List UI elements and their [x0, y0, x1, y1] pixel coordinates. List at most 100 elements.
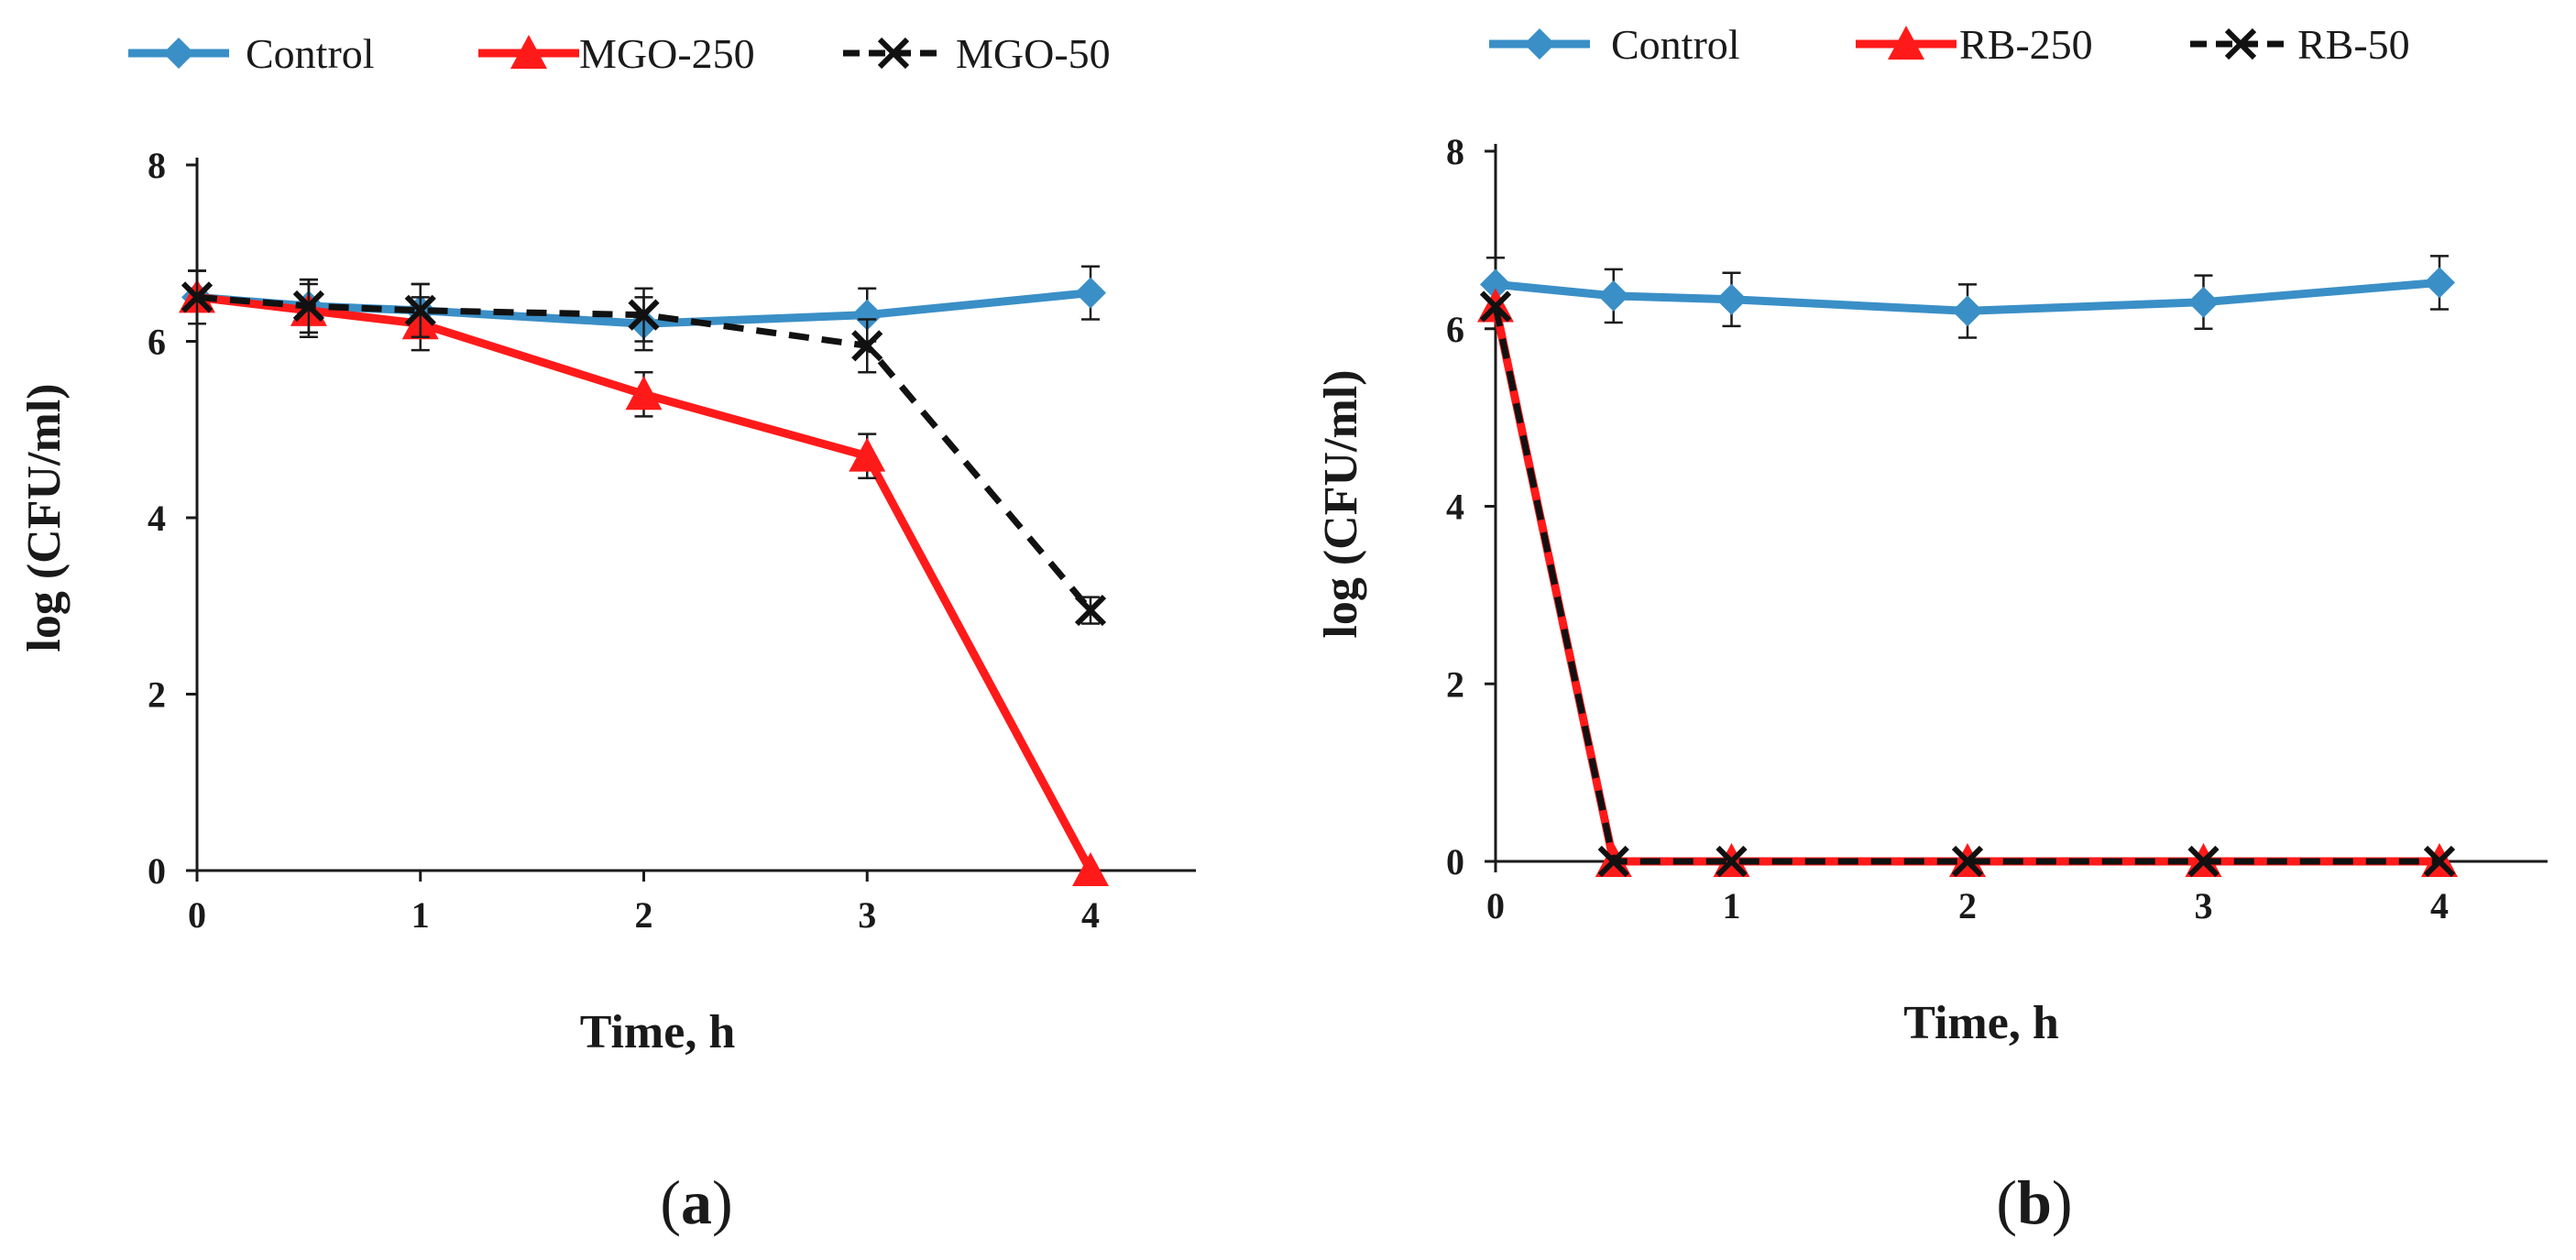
panel-b-legend-item-2: RB-50 [2190, 21, 2410, 68]
panel-b-series-0-point-5 [2424, 267, 2455, 299]
panel-a-legend-sample-0 [128, 38, 229, 69]
panel-b-series-0-line [1495, 278, 2440, 315]
panel-a-y-tick-label-4: 8 [148, 145, 166, 186]
panel-a-series-2-point-1 [292, 290, 324, 323]
panel-b-y-axis-title: log (CFU/ml) [1315, 369, 1367, 638]
panel-b-series-0 [1480, 255, 2455, 339]
panel-a-series-2-point-4 [851, 330, 883, 362]
panel-a-legend: Control MGO-250 MGO-50 [128, 30, 1111, 77]
panel-b-legend-sample-2 [2190, 27, 2291, 60]
panel-b-series-2-line [1492, 305, 2439, 865]
panel-b-series-2-point-0 [1479, 290, 1512, 323]
panel-a-series-2-point-0-stroke-2 [181, 281, 214, 313]
panel-a-x-tick-label-3: 3 [858, 894, 876, 936]
panel-b-series-2-point-3 [1951, 845, 1984, 878]
panel-a-legend-sample-2-marker-stroke-2 [877, 37, 910, 70]
panel-b-legend-label-1: RB-250 [1959, 21, 2093, 68]
panel-b-y-tick-label-2: 4 [1446, 487, 1464, 528]
panel-b-legend-sample-1 [1856, 26, 1957, 60]
panel-b-x-tick-label-1: 1 [1723, 885, 1741, 926]
panel-b-y-tick-label-0: 0 [1446, 841, 1464, 882]
panel-b-plot-area [1477, 255, 2458, 878]
panel-b-y-tick-label-4: 8 [1446, 131, 1464, 172]
panel-b-series-2-point-2-stroke-2 [1716, 845, 1748, 878]
panel-a-y-tick-label-2: 4 [148, 498, 166, 539]
panel-a-x-axis-title: Time, h [580, 1006, 736, 1058]
panel-a-series-2-line [196, 293, 1093, 613]
panel-b-legend-item-0: Control [1489, 21, 1740, 68]
panel-a-legend-item-0: Control [128, 30, 375, 77]
panel-b-legend-sample-0 [1489, 28, 1590, 60]
panel-a-x-tick-label-2: 2 [635, 894, 653, 936]
panel-a-legend-sample-1-marker [510, 35, 547, 69]
panel-b-label: (b) [1996, 1167, 2072, 1237]
panel-a-series-2-point-3 [628, 299, 660, 331]
panel-a-legend-sample-2 [843, 37, 944, 70]
panel-b-legend: Control RB-250 RB-50 [1489, 21, 2410, 68]
panel-b-axes [1485, 144, 2548, 872]
panel-b-x-axis-title: Time, h [1903, 997, 2059, 1049]
panel-a-legend-item-1: MGO-250 [478, 30, 755, 77]
panel-a-series-2-point-2-stroke-2 [404, 294, 436, 326]
panel-b-legend-label-2: RB-50 [2297, 21, 2410, 68]
panel-a-legend-label-2: MGO-50 [956, 30, 1111, 77]
panel-b-legend-sample-0-marker [1524, 28, 1555, 60]
panel-a-y-axis-title: log (CFU/ml) [18, 383, 71, 652]
panel-b-series-2-point-4-stroke-2 [2187, 845, 2220, 878]
panel-a-legend-label-0: Control [246, 30, 375, 77]
panel-b-letter: b [2017, 1167, 2052, 1237]
panel-a-series-0-point-4 [851, 299, 883, 331]
panel-a-y-tick-label-0: 0 [148, 850, 166, 892]
panel-b-series-0-point-4 [2187, 286, 2220, 318]
panel-b-x-tick-label-3: 3 [2195, 885, 2213, 926]
panel-b-series-2-point-4 [2187, 845, 2220, 878]
panel-b-series-0-point-1 [1597, 279, 1629, 312]
panel-b-legend-sample-1-marker [1888, 26, 1924, 60]
panel-b-series-2-point-5 [2423, 845, 2456, 878]
panel-a-series-1-point-4 [849, 437, 886, 472]
panel-b-x-tick-label-0: 0 [1486, 885, 1505, 926]
panel-a-plot-area [179, 265, 1109, 886]
panel-a-series-1-line [196, 292, 1094, 873]
panel-a-legend-sample-2-marker [877, 37, 910, 70]
panel-a-legend-label-1: MGO-250 [579, 30, 755, 77]
panel-b-series-0-point-3 [1952, 295, 1983, 327]
panel-a-series-2-point-5-stroke-2 [1074, 594, 1107, 627]
panel-b-series-2-point-1-stroke-2 [1597, 845, 1629, 878]
panel-b-series-0-point-2 [1716, 283, 1748, 315]
panel-b-series-2-point-3-stroke-2 [1951, 845, 1984, 878]
panel-a-series-2-point-4-stroke-2 [851, 330, 883, 362]
panel-b-legend-sample-2-marker-stroke-2 [2224, 27, 2257, 60]
panel-b-series-2 [1479, 290, 2456, 878]
panel-b-x-tick-label-2: 2 [1958, 885, 1977, 926]
panel-a-series-2-point-3-stroke-2 [628, 299, 660, 331]
panel-a-chart: Control MGO-250 MGO-50 0 2 4 6 8 0 1 2 3 4 Time, … [18, 30, 1196, 1237]
panel-a-tick-labels: 0 2 4 6 8 0 1 2 3 4 [148, 145, 1100, 936]
panel-a-x-tick-label-4: 4 [1081, 894, 1100, 936]
panel-b-series-2-point-0-stroke-2 [1479, 290, 1512, 323]
panel-b-series-2-point-2 [1716, 845, 1748, 878]
panel-b-legend-label-0: Control [1611, 21, 1740, 68]
panel-b-series-0-point-0 [1480, 268, 1511, 301]
panel-a-series-2 [181, 269, 1107, 627]
panel-b-y-tick-label-3: 6 [1446, 309, 1464, 350]
panel-a-legend-sample-1 [478, 35, 579, 69]
panel-a-axes [186, 158, 1196, 882]
panel-a-letter: a [681, 1167, 712, 1237]
panel-b-series-1-line [1491, 305, 2439, 866]
panel-a-series-2-point-2 [404, 294, 436, 326]
panel-b-y-tick-label-1: 2 [1446, 663, 1464, 705]
panel-a-series-0-point-5 [1075, 277, 1106, 309]
panel-a-y-tick-label-1: 2 [148, 674, 166, 716]
panel-b-series-2-point-1 [1597, 845, 1629, 878]
panel-a-legend-sample-0-marker [163, 38, 194, 69]
panel-a-series-2-point-0 [181, 281, 214, 313]
panel-b-legend-sample-2-marker [2224, 27, 2257, 60]
panel-b-x-tick-label-4: 4 [2430, 885, 2449, 926]
panel-a-series-2-point-1-stroke-2 [292, 290, 324, 323]
panel-b-legend-item-1: RB-250 [1856, 21, 2093, 68]
panel-a-series-1-point-3 [625, 376, 663, 411]
panel-a-x-tick-label-1: 1 [411, 894, 430, 936]
panel-b-tick-labels: 0 2 4 6 8 0 1 2 3 4 [1446, 131, 2449, 926]
